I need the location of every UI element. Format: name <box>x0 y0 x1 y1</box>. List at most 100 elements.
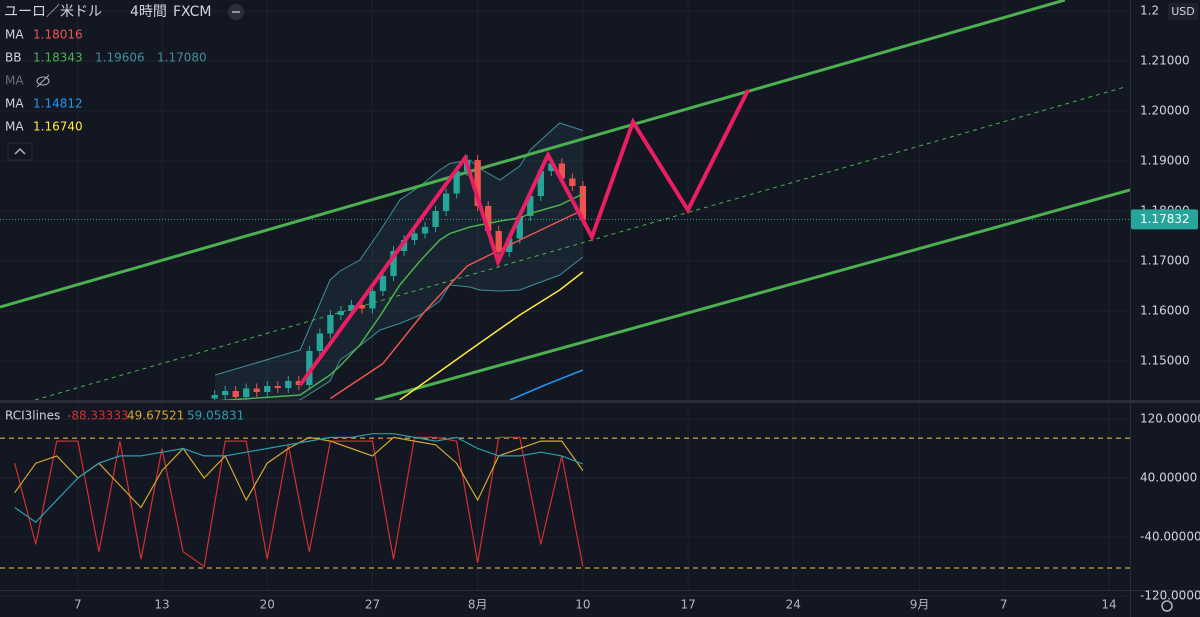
y-tick-label: 40.00000 <box>1140 470 1197 484</box>
candle-body <box>253 388 260 392</box>
candle-body <box>442 193 450 211</box>
x-tick-label: 7 <box>74 598 82 612</box>
legend-name: BB <box>5 51 21 65</box>
legend-value: 49.67521 <box>127 409 184 423</box>
x-tick-label: 20 <box>260 598 275 612</box>
x-tick-label: 27 <box>365 598 380 612</box>
candle-body <box>243 388 250 397</box>
legend-value: 59.05831 <box>187 409 244 423</box>
candle-body <box>537 171 544 196</box>
price-pane <box>0 0 1130 400</box>
candle-body <box>421 227 429 234</box>
candle-body <box>474 160 481 206</box>
forecast-line <box>298 89 750 387</box>
legend-name: MA <box>5 120 24 134</box>
y-tick-label: 1.16000 <box>1140 304 1190 318</box>
y-tick-label: 1.2 <box>1140 4 1159 18</box>
y-tick-label: 1.17000 <box>1140 254 1190 268</box>
candle-body <box>222 391 229 395</box>
x-tick-label: 24 <box>786 598 801 612</box>
currency-box[interactable] <box>1168 3 1198 20</box>
candle-body <box>379 276 387 291</box>
legend-name: MA <box>5 28 24 42</box>
candle-body <box>411 233 418 240</box>
trend-line <box>0 0 1066 309</box>
candle-body <box>348 305 355 311</box>
hidden-icon <box>36 76 50 86</box>
candle-body <box>274 386 281 388</box>
candle-body <box>369 291 376 309</box>
interval[interactable]: 4時間 <box>130 4 167 20</box>
y-tick-label: 1.20000 <box>1140 104 1190 118</box>
currency: USD <box>1171 5 1195 18</box>
legend-value: 1.18016 <box>33 28 83 42</box>
candle-body <box>390 251 397 276</box>
candle-body <box>569 178 576 186</box>
candle-body <box>579 186 587 220</box>
legend-value: 1.19606 <box>95 51 145 65</box>
bb-upper <box>214 122 584 376</box>
trend-line <box>374 188 1130 400</box>
y-tick-label: 1.21000 <box>1140 54 1190 68</box>
rci-line <box>14 433 584 523</box>
candle-body <box>232 391 239 397</box>
rci-line <box>14 436 584 568</box>
indicator-line <box>509 369 584 400</box>
last-price-tag <box>1131 209 1198 230</box>
legend-name: RCI3lines <box>5 409 60 423</box>
chevron-icon <box>14 147 26 155</box>
x-tick-label: 14 <box>1101 598 1116 612</box>
legend-value: 1.17080 <box>157 51 207 65</box>
settings-button[interactable] <box>1161 600 1173 612</box>
hidden-icon <box>36 74 50 88</box>
candle-body <box>264 386 271 392</box>
legend-value: 1.16740 <box>33 120 83 134</box>
x-tick-label: 9月 <box>910 598 930 612</box>
indicator-line <box>399 271 584 400</box>
indicator-line <box>218 193 584 400</box>
candle-body <box>495 231 502 252</box>
candle-body <box>527 196 534 216</box>
y-tick-label: -120.00000 <box>1140 588 1200 602</box>
rci-pane <box>0 433 1130 569</box>
candle-body <box>295 381 302 385</box>
x-tick-label: 7 <box>1000 598 1008 612</box>
y-tick-label: -40.00000 <box>1140 529 1200 543</box>
grid <box>0 0 1130 597</box>
legend-value: -88.33333 <box>67 409 129 423</box>
candle-body <box>306 351 313 385</box>
candle-body <box>285 381 292 388</box>
x-tick-label: 17 <box>680 598 695 612</box>
legend-value: 1.18343 <box>33 51 83 65</box>
bb-lower <box>298 256 584 400</box>
indicator-line <box>329 209 584 400</box>
candle-body <box>432 211 439 227</box>
axes: 7 13 20 27 8月 10 17 24 9月 7 14 1.2 1.21000 1.20000 1.1… <box>74 4 1200 612</box>
candle-body <box>548 163 555 171</box>
x-tick-label: 13 <box>154 598 169 612</box>
y-tick-label: 1.19000 <box>1140 154 1190 168</box>
y-tick-label: 120.00000 <box>1140 412 1200 426</box>
y-tick-label: 1.15000 <box>1140 354 1190 368</box>
candle-body <box>211 395 218 399</box>
legend-value: 1.14812 <box>33 97 83 111</box>
legend-name: MA <box>5 74 24 88</box>
legend: ユーロ／米ドル 4時間 FXCM USD MA 1.18016 BB 1.18343 1… <box>4 3 1198 612</box>
candle-body <box>516 216 523 239</box>
candle-body <box>558 163 565 179</box>
legend-name: MA <box>5 97 24 111</box>
symbol[interactable]: ユーロ／米ドル <box>4 4 102 20</box>
trend-line <box>34 86 1126 400</box>
bb-band <box>215 123 583 400</box>
last-price-label: 1.17832 <box>1140 212 1190 226</box>
candle-body <box>316 333 324 351</box>
candle-body <box>358 305 366 309</box>
candle-body <box>453 171 460 194</box>
legend-toggle[interactable] <box>7 142 33 161</box>
x-tick-label: 10 <box>575 598 590 612</box>
candle-body <box>327 315 334 334</box>
candle-body <box>400 240 408 251</box>
candle-body <box>337 311 345 315</box>
